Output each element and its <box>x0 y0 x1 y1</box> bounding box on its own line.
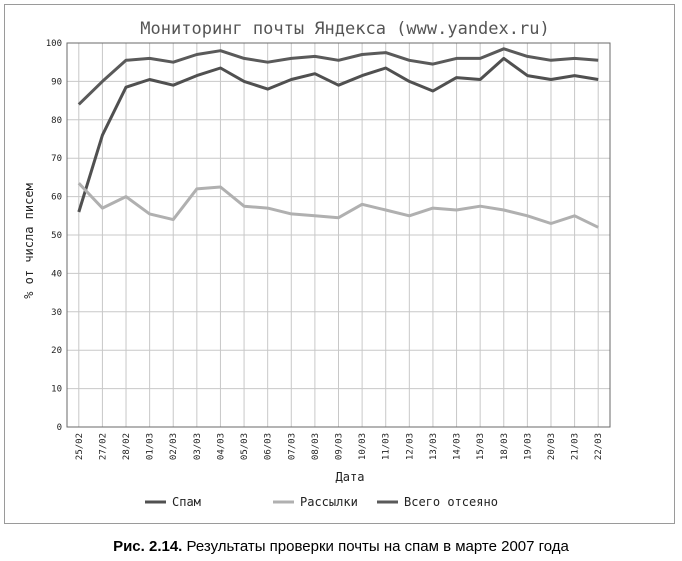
chart-frame: 0 10 20 30 40 50 60 70 80 90 100 25/02 27/02 28/02 01… <box>4 4 675 524</box>
y-tick-label: 90 <box>51 77 62 87</box>
series-line-total-filtered <box>77 47 599 106</box>
y-tick-label: 100 <box>46 39 62 49</box>
x-tick-label: 15/03 <box>476 433 486 460</box>
legend-item-spam: Спам <box>145 495 201 509</box>
legend-label-total-filtered: Всего отсеяно <box>404 495 498 509</box>
series-line-spam <box>77 56 599 213</box>
x-tick-label: 18/03 <box>500 433 510 460</box>
x-tick-label: 19/03 <box>523 433 533 460</box>
y-tick-label: 30 <box>51 308 62 318</box>
series-line-mailings <box>77 182 599 229</box>
legend: Спам Рассылки Всего отсеяно <box>145 495 498 509</box>
y-tick-label: 20 <box>51 346 62 356</box>
plot-area-border <box>66 42 611 428</box>
y-tick-label: 70 <box>51 154 62 164</box>
legend-label-spam: Спам <box>172 495 201 509</box>
y-tick-label: 50 <box>51 231 62 241</box>
x-tick-label: 04/03 <box>216 433 226 460</box>
x-tick-label: 06/03 <box>264 433 274 460</box>
chart-title: Мониторинг почты Яндекса (www.yandex.ru) <box>140 19 549 39</box>
x-tick-label: 10/03 <box>358 433 368 460</box>
x-tick-label: 28/02 <box>122 433 132 460</box>
x-tick-label: 01/03 <box>146 433 156 460</box>
legend-item-mailings: Рассылки <box>273 495 358 509</box>
x-tick-label: 21/03 <box>571 433 581 460</box>
caption-label: Рис. 2.14. <box>113 538 183 555</box>
legend-item-total-filtered: Всего отсеяно <box>377 495 498 509</box>
x-tick-labels: 25/02 27/02 28/02 01/03 02/03 03/03 04/03 05/03… <box>75 433 604 460</box>
x-tick-label: 12/03 <box>405 433 415 460</box>
x-tick-label: 11/03 <box>382 433 392 460</box>
x-tick-label: 27/02 <box>98 433 108 460</box>
y-axis-label: % от числа писем <box>22 183 36 299</box>
x-tick-label: 05/03 <box>240 433 250 460</box>
y-tick-label: 40 <box>51 269 62 279</box>
x-tick-label: 14/03 <box>453 433 463 460</box>
series-lines <box>77 47 599 229</box>
grid <box>67 42 610 428</box>
x-tick-label: 07/03 <box>287 433 297 460</box>
axes <box>66 42 611 428</box>
x-tick-label: 08/03 <box>311 433 321 460</box>
line-chart: 0 10 20 30 40 50 60 70 80 90 100 25/02 27/02 28/02 01… <box>22 19 611 509</box>
x-tick-label: 03/03 <box>193 433 203 460</box>
y-tick-labels: 0 10 20 30 40 50 60 70 80 90 100 <box>46 39 62 433</box>
x-tick-label: 02/03 <box>169 433 179 460</box>
y-tick-label: 10 <box>51 385 62 395</box>
x-axis-label: Дата <box>336 470 365 484</box>
x-tick-label: 20/03 <box>547 433 557 460</box>
y-tick-label: 0 <box>57 423 62 433</box>
x-tick-label: 25/02 <box>75 433 85 460</box>
y-tick-label: 60 <box>51 193 62 203</box>
y-tick-label: 80 <box>51 116 62 126</box>
caption-text: Результаты проверки почты на спам в март… <box>186 538 569 555</box>
x-tick-label: 13/03 <box>429 433 439 460</box>
x-tick-label: 09/03 <box>335 433 345 460</box>
figure-caption: Рис. 2.14. Результаты проверки почты на … <box>0 538 682 555</box>
x-tick-label: 22/03 <box>594 433 604 460</box>
legend-label-mailings: Рассылки <box>300 495 358 509</box>
